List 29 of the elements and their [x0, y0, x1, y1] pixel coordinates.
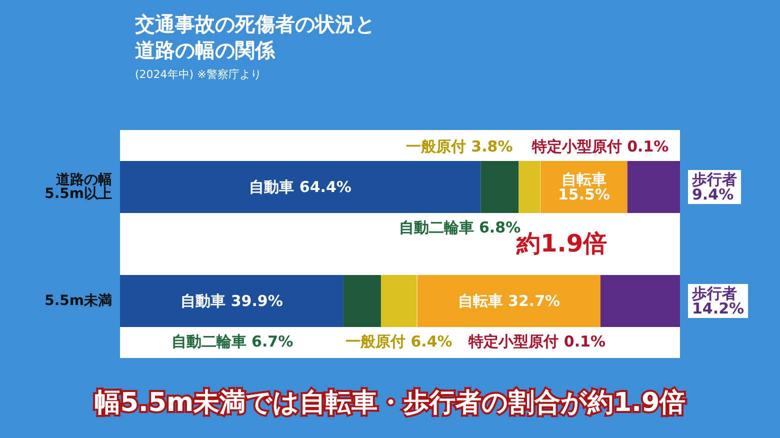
bar — [380, 275, 417, 327]
bar — [600, 275, 680, 327]
bar — [480, 161, 519, 213]
text: 特定小型原付 0.1% — [532, 138, 669, 156]
text: 特定小型原付 0.1% — [468, 332, 606, 350]
bar — [417, 275, 600, 327]
text: 幅5.5m未満では自転車・歩行者の割合が約1.9倍 — [94, 388, 686, 418]
data-label: 9.4% — [692, 186, 734, 204]
chart-title: 交通事故の死傷者の状況と道路の幅の関係 — [134, 12, 375, 62]
text: 自動車 39.9% — [180, 292, 283, 310]
y-tick-label: 道路の幅 5.5m以上 — [44, 172, 112, 202]
bar — [627, 161, 680, 213]
bar — [120, 275, 344, 327]
y-tick-label: 5.5m未満 — [44, 293, 112, 309]
series-label: 歩行者 — [691, 170, 737, 188]
bar — [343, 275, 381, 327]
data-label: 14.2% — [692, 300, 744, 318]
text: 自動二輪車 6.8% — [398, 218, 521, 236]
chart-subtitle: (2024年中) ※警察庁より — [135, 68, 262, 81]
bar — [120, 161, 481, 213]
data-label: 15.5% — [558, 186, 610, 204]
text: 歩行者 — [692, 284, 737, 302]
text: 自動二輪車 6.7% — [171, 332, 294, 350]
series-label: 自転車 — [561, 170, 606, 188]
text: 自動車 64.4% — [249, 178, 352, 196]
text: 自転車 32.7% — [458, 292, 560, 310]
text: 一般原付 3.8% — [406, 138, 513, 156]
text: 一般原付 6.4% — [345, 332, 452, 350]
bar — [518, 161, 540, 213]
